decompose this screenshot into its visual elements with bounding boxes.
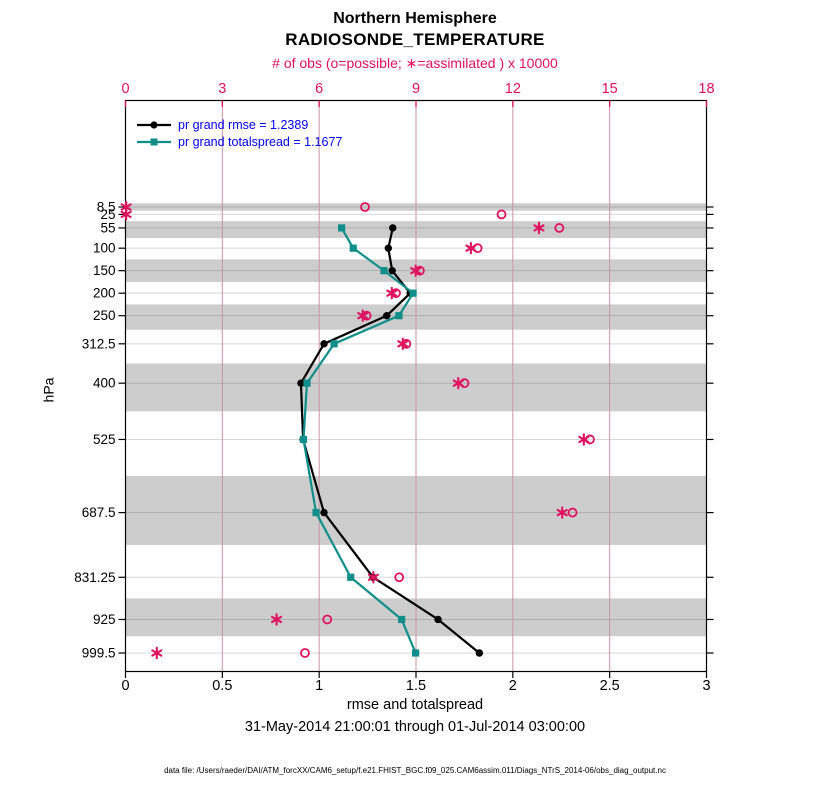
assimilated-obs-marker xyxy=(410,264,422,277)
assimilated-obs-marker xyxy=(367,571,379,584)
level-tick-label: 8.5 xyxy=(97,200,116,215)
legend-entry-rmse: pr grand rmse = 1.2389 xyxy=(137,116,342,133)
legend-swatch-rmse xyxy=(137,120,171,129)
level-tick-label: 687.5 xyxy=(82,505,116,520)
level-tick-label: 200 xyxy=(93,286,116,301)
level-tick-label: 831.25 xyxy=(74,570,115,585)
bottom-axis-tick-label: 1 xyxy=(315,678,323,694)
y-axis-label: hPa xyxy=(40,377,57,403)
totalspread-point xyxy=(412,649,420,657)
top-axis-tick-label: 12 xyxy=(505,81,521,97)
assimilated-obs-marker xyxy=(151,646,163,660)
rmse-point xyxy=(297,379,305,387)
possible-obs-marker xyxy=(322,614,333,625)
rmse-line xyxy=(299,227,481,654)
level-tick-label: 55 xyxy=(100,220,115,235)
bottom-axis-tick-label: 1.5 xyxy=(406,678,426,694)
totalspread-point xyxy=(330,340,338,348)
rmse-point xyxy=(320,340,328,348)
rmse-point xyxy=(384,244,393,252)
possible-obs-marker xyxy=(360,202,370,212)
top-axis-tick-label: 6 xyxy=(315,81,323,97)
possible-obs-marker xyxy=(585,434,595,445)
level-tick-label: 25 xyxy=(100,207,115,222)
top-axis-tick-label: 18 xyxy=(698,81,714,97)
rmse-point xyxy=(388,266,396,275)
totalspread-point xyxy=(380,267,388,275)
totalspread-point xyxy=(395,312,403,320)
top-axis-tick-label: 15 xyxy=(602,81,618,97)
bottom-axis-tick-label: 2.5 xyxy=(600,678,620,694)
rmse-point xyxy=(389,224,397,232)
totalspread-point xyxy=(347,573,355,581)
totalspread-point xyxy=(338,224,346,232)
totalspread-line xyxy=(302,227,417,654)
possible-obs-marker xyxy=(394,572,405,583)
bottom-axis-tick-label: 0.5 xyxy=(212,678,232,694)
legend-label-rmse: pr grand rmse = 1.2389 xyxy=(178,117,309,132)
level-tick-label: 525 xyxy=(93,432,116,447)
figure-subtitle: RADIOSONDE_TEMPERATURE xyxy=(285,30,545,49)
bottom-axis-tick-label: 2 xyxy=(509,678,517,694)
assimilated-obs-marker xyxy=(465,241,477,255)
assimilated-obs-marker xyxy=(357,309,369,322)
top-axis-tick-label: 9 xyxy=(412,81,420,97)
possible-obs-marker xyxy=(459,378,470,389)
level-tick-label: 999.5 xyxy=(82,646,116,661)
legend-marker xyxy=(150,138,158,145)
top-axis-tick-label: 0 xyxy=(121,81,129,97)
rmse-point xyxy=(434,615,442,624)
possible-obs-marker xyxy=(300,648,310,658)
level-tick-label: 312.5 xyxy=(82,336,116,351)
bottom-axis-tick-label: 0 xyxy=(121,678,129,694)
legend-entry-totalspread: pr grand totalspread = 1.1677 xyxy=(137,133,342,150)
totalspread-point xyxy=(299,435,308,444)
date-range-label: 31-May-2014 21:00:01 through 01-Jul-2014… xyxy=(244,719,586,735)
level-tick-label: 250 xyxy=(93,308,116,323)
possible-obs-marker xyxy=(496,209,507,220)
level-tick-label: 400 xyxy=(93,376,116,391)
legend-swatch-totalspread xyxy=(137,138,171,145)
assimilated-obs-marker xyxy=(533,221,545,235)
totalspread-point xyxy=(398,615,406,624)
assimilated-obs-marker xyxy=(578,433,590,446)
legend-label-totalspread: pr grand totalspread = 1.1677 xyxy=(178,134,343,149)
assimilated-obs-marker xyxy=(386,286,398,300)
rmse-point xyxy=(475,649,484,657)
assimilated-obs-marker xyxy=(271,613,283,626)
figure-title: Northern Hemisphere xyxy=(333,10,497,27)
totalspread-point xyxy=(303,379,311,387)
legend: pr grand rmse = 1.2389 pr grand totalspre… xyxy=(137,116,342,150)
rmse-point xyxy=(320,508,328,517)
assimilated-obs-marker xyxy=(397,337,409,351)
assimilated-obs-marker xyxy=(556,506,568,519)
top-axis-tick-label: 3 xyxy=(218,81,226,97)
bottom-axis-tick-label: 3 xyxy=(702,678,710,694)
level-tick-label: 925 xyxy=(93,612,116,627)
assimilated-obs-marker xyxy=(120,208,132,221)
top-axis-label: # of obs (o=possible; ∗=assimilated ) x … xyxy=(272,55,558,71)
legend-marker xyxy=(150,120,158,129)
possible-obs-marker xyxy=(472,243,483,254)
level-tick-label: 150 xyxy=(93,263,116,278)
totalspread-point xyxy=(349,244,357,252)
rmse-point xyxy=(383,311,391,320)
x-axis-label: rmse and totalspread xyxy=(346,697,484,713)
level-tick-label: 100 xyxy=(93,241,116,256)
data-file-label: data file: /Users/raeder/DAI/ATM_forcXX/… xyxy=(164,766,666,775)
assimilated-obs-marker xyxy=(452,376,464,390)
possible-obs-marker xyxy=(567,507,578,518)
totalspread-point xyxy=(312,508,320,517)
totalspread-point xyxy=(409,289,417,297)
possible-obs-marker xyxy=(554,223,565,233)
